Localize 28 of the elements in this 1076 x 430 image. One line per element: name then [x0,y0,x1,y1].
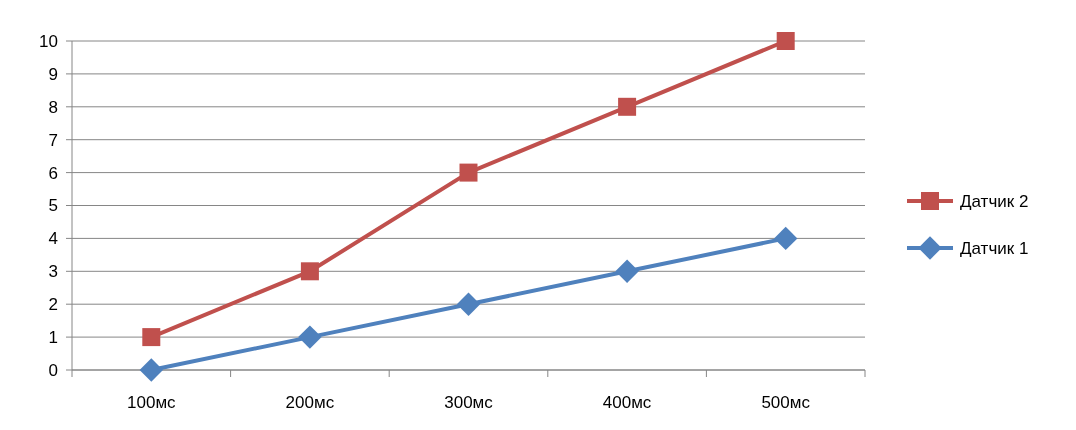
y-tick-label: 1 [48,328,58,348]
y-tick-label: 4 [48,229,58,249]
y-tick-label: 5 [48,196,58,216]
legend-label: Датчик 1 [960,238,1029,258]
point [139,358,163,382]
point [459,163,478,182]
x-tick-label: 200мс [285,393,335,412]
point [615,259,639,283]
y-tick-label: 8 [48,97,58,117]
x-tick-label: 400мс [602,393,652,412]
legend-label: Датчик 2 [960,191,1029,211]
y-tick-label: 7 [48,130,58,150]
x-tick-label: 300мс [444,393,494,412]
y-tick-label: 10 [39,31,58,51]
point [456,292,481,316]
point [142,328,161,347]
point [774,226,798,251]
point [300,262,319,281]
x-tick-label: 100мс [127,393,177,412]
y-tick-label: 9 [48,64,58,84]
y-tick-label: 0 [48,360,58,380]
y-tick-label: 6 [48,163,58,183]
y-tick-label: 3 [48,262,58,282]
point [776,32,795,50]
x-tick-label: 500мс [761,393,811,412]
y-tick-label: 2 [48,295,58,315]
point [618,97,637,116]
point [298,325,322,349]
